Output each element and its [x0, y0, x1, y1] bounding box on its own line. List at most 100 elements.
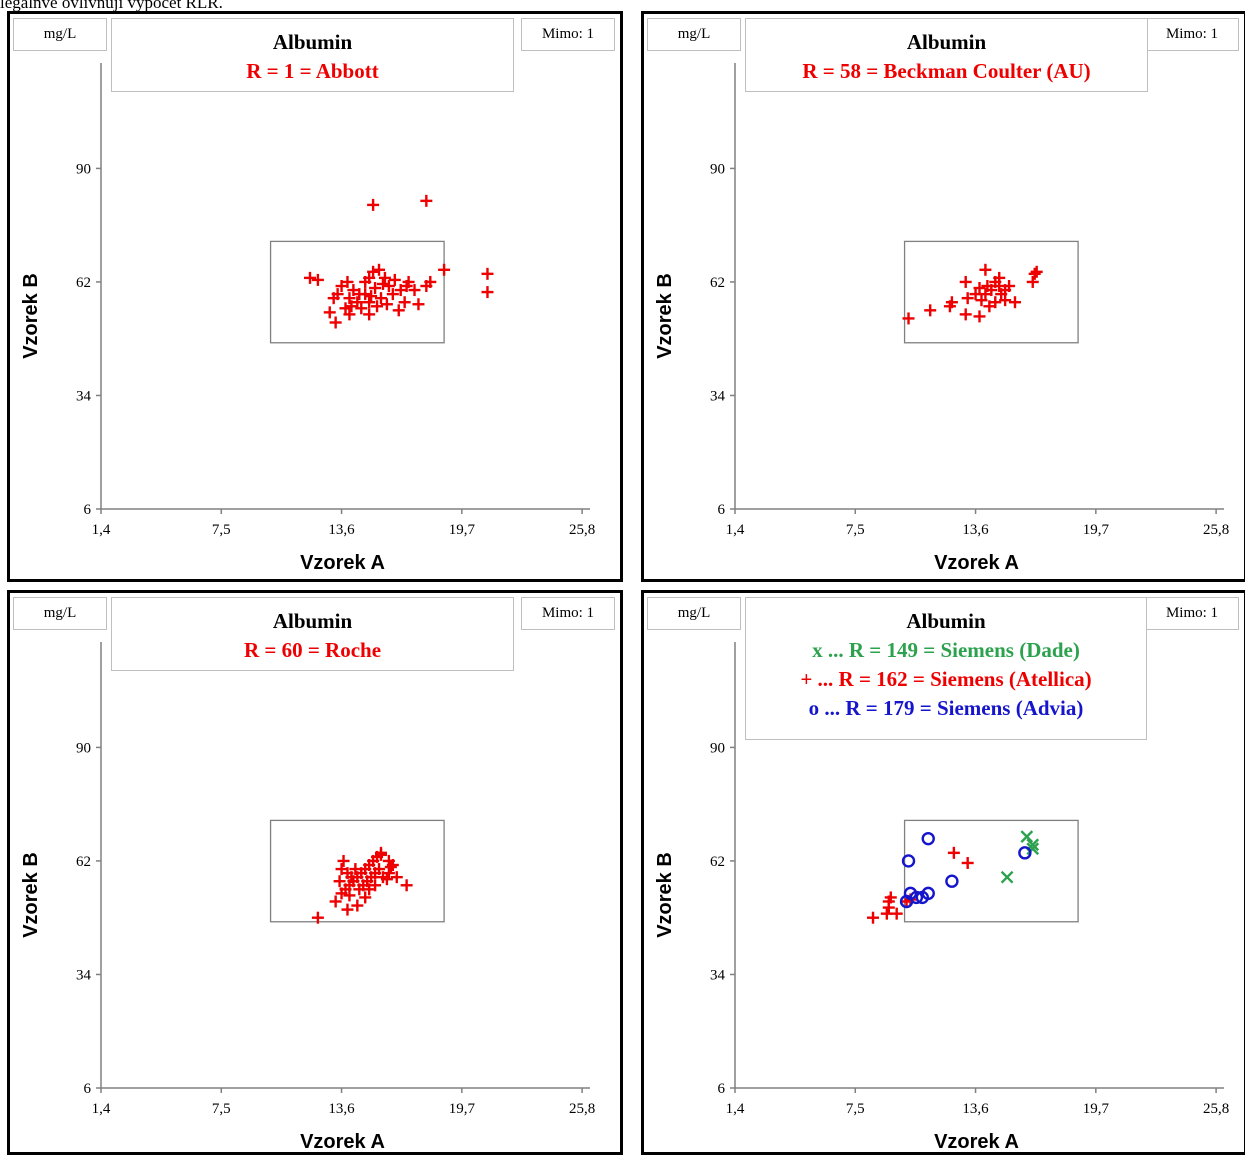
chart-title: Albumin — [272, 609, 353, 633]
y-tick-label: 6 — [718, 502, 726, 518]
chart-title-box: Albumin R = 58 = Beckman Coulter (AU) — [745, 18, 1148, 92]
data-point-plus — [386, 288, 399, 301]
data-point-plus — [481, 267, 494, 280]
y-tick-label: 62 — [76, 275, 91, 291]
data-point-plus — [359, 288, 372, 301]
y-tick-label: 62 — [76, 854, 91, 870]
data-point-plus — [890, 907, 903, 920]
data-point-plus — [1026, 275, 1039, 288]
unit-label: mg/L — [647, 597, 741, 630]
x-tick-label: 25,8 — [569, 522, 595, 538]
data-point-plus — [341, 275, 354, 288]
y-tick-label: 6 — [84, 502, 92, 518]
data-point-plus — [343, 308, 356, 321]
data-point-plus — [382, 854, 395, 867]
x-tick-label: 13,6 — [328, 1101, 355, 1117]
data-point-plus — [369, 282, 382, 295]
data-point-plus — [355, 302, 368, 315]
target-range-box — [903, 240, 1079, 344]
data-point-plus — [311, 911, 324, 924]
target-range-box — [269, 819, 445, 923]
data-point-plus — [481, 286, 494, 299]
x-tick-label: 7,5 — [212, 522, 231, 538]
data-point-plus — [961, 856, 974, 869]
x-tick-label: 7,5 — [846, 522, 865, 538]
data-point-plus — [339, 302, 352, 315]
data-point-plus — [367, 265, 380, 278]
data-point-plus — [382, 867, 395, 880]
data-point-plus — [973, 282, 986, 295]
data-point-plus — [400, 879, 413, 892]
target-range-box — [269, 240, 445, 344]
chart-title: Albumin — [906, 609, 986, 633]
data-point-plus — [959, 275, 972, 288]
data-point-plus — [1003, 280, 1016, 292]
chart-panel-4: 6 34 62 90 1,4 7,5 13,6 19,7 25,8 Vzorek A Vzorek … — [641, 590, 1245, 1155]
y-axis-title: Vzorek B — [654, 273, 676, 359]
legend-line: R = 1 = Abbott — [246, 59, 379, 83]
data-point-plus — [363, 296, 376, 309]
data-point-plus — [1028, 267, 1041, 280]
data-point-plus — [349, 863, 362, 876]
y-tick-label: 6 — [84, 1081, 92, 1097]
chart-svg: 6 34 62 90 1,4 7,5 13,6 19,7 25,8 Vzorek A Vzorek … — [654, 63, 1229, 574]
chart-title-box: Albumin R = 1 = Abbott — [111, 18, 514, 92]
data-point-plus — [378, 271, 391, 284]
data-point-plus — [345, 871, 358, 884]
mimo-count: Mimo: 1 — [1145, 597, 1239, 630]
data-point-plus — [374, 848, 387, 861]
data-point-plus — [367, 198, 380, 211]
chart-title-box: Albumin x ... R = 149 = Siemens (Dade) + .… — [745, 597, 1147, 740]
data-point-plus — [438, 263, 451, 276]
unit-label: mg/L — [13, 18, 107, 51]
data-point-circle — [1018, 846, 1032, 860]
data-point-plus — [363, 271, 376, 284]
y-tick-label: 90 — [710, 740, 725, 756]
legend-line: + ... R = 162 = Siemens (Atellica) — [800, 667, 1092, 691]
data-point-plus — [304, 271, 317, 284]
x-tick-label: 7,5 — [212, 1101, 231, 1117]
y-axis-title: Vzorek B — [654, 852, 676, 938]
x-axis-title: Vzorek A — [300, 1131, 385, 1152]
intro-text: legalnvé ovlivňují výpočet RLR. — [0, 0, 223, 12]
target-range-box — [903, 819, 1079, 923]
data-point-plus — [924, 304, 937, 317]
data-point-plus — [1030, 265, 1043, 278]
data-point-plus — [327, 292, 340, 305]
chart-panel-2: 6 34 62 90 1,4 7,5 13,6 19,7 25,8 Vzorek A Vzorek … — [641, 11, 1245, 582]
data-point-plus — [1008, 296, 1021, 309]
legend-line: x ... R = 149 = Siemens (Dade) — [812, 638, 1080, 662]
data-point-x — [1026, 842, 1040, 856]
data-point-plus — [341, 903, 354, 916]
data-point-plus — [392, 304, 405, 317]
x-tick-label: 25,8 — [1203, 1101, 1229, 1117]
data-point-plus — [329, 895, 342, 908]
data-point-circle — [901, 854, 916, 868]
data-point-circle — [921, 831, 935, 846]
x-tick-label: 13,6 — [962, 1101, 989, 1117]
y-tick-label: 90 — [76, 161, 91, 177]
x-tick-label: 19,7 — [449, 522, 476, 538]
y-tick-label: 6 — [718, 1081, 726, 1097]
y-tick-label: 90 — [710, 161, 725, 177]
mimo-count: Mimo: 1 — [1145, 18, 1239, 51]
y-axis-title: Vzorek B — [20, 852, 42, 938]
y-axis-title: Vzorek B — [20, 273, 42, 359]
data-point-plus — [382, 280, 395, 292]
chart-title-box: Albumin R = 60 = Roche — [111, 597, 514, 671]
data-point-plus — [371, 300, 384, 313]
data-point-plus — [376, 277, 389, 290]
data-point-plus — [311, 273, 324, 286]
data-point-plus — [337, 854, 350, 867]
x-axis-title: Vzorek A — [934, 1131, 1019, 1152]
data-point-plus — [390, 871, 403, 884]
y-tick-label: 34 — [710, 388, 726, 404]
x-axis-title: Vzorek A — [300, 552, 385, 574]
data-point-circle — [945, 874, 959, 888]
data-point-plus — [384, 861, 397, 874]
x-tick-label: 1,4 — [92, 522, 111, 538]
data-point-plus — [408, 284, 421, 297]
data-point-plus — [380, 873, 393, 886]
data-point-plus — [329, 316, 342, 329]
data-point-plus — [884, 891, 897, 904]
